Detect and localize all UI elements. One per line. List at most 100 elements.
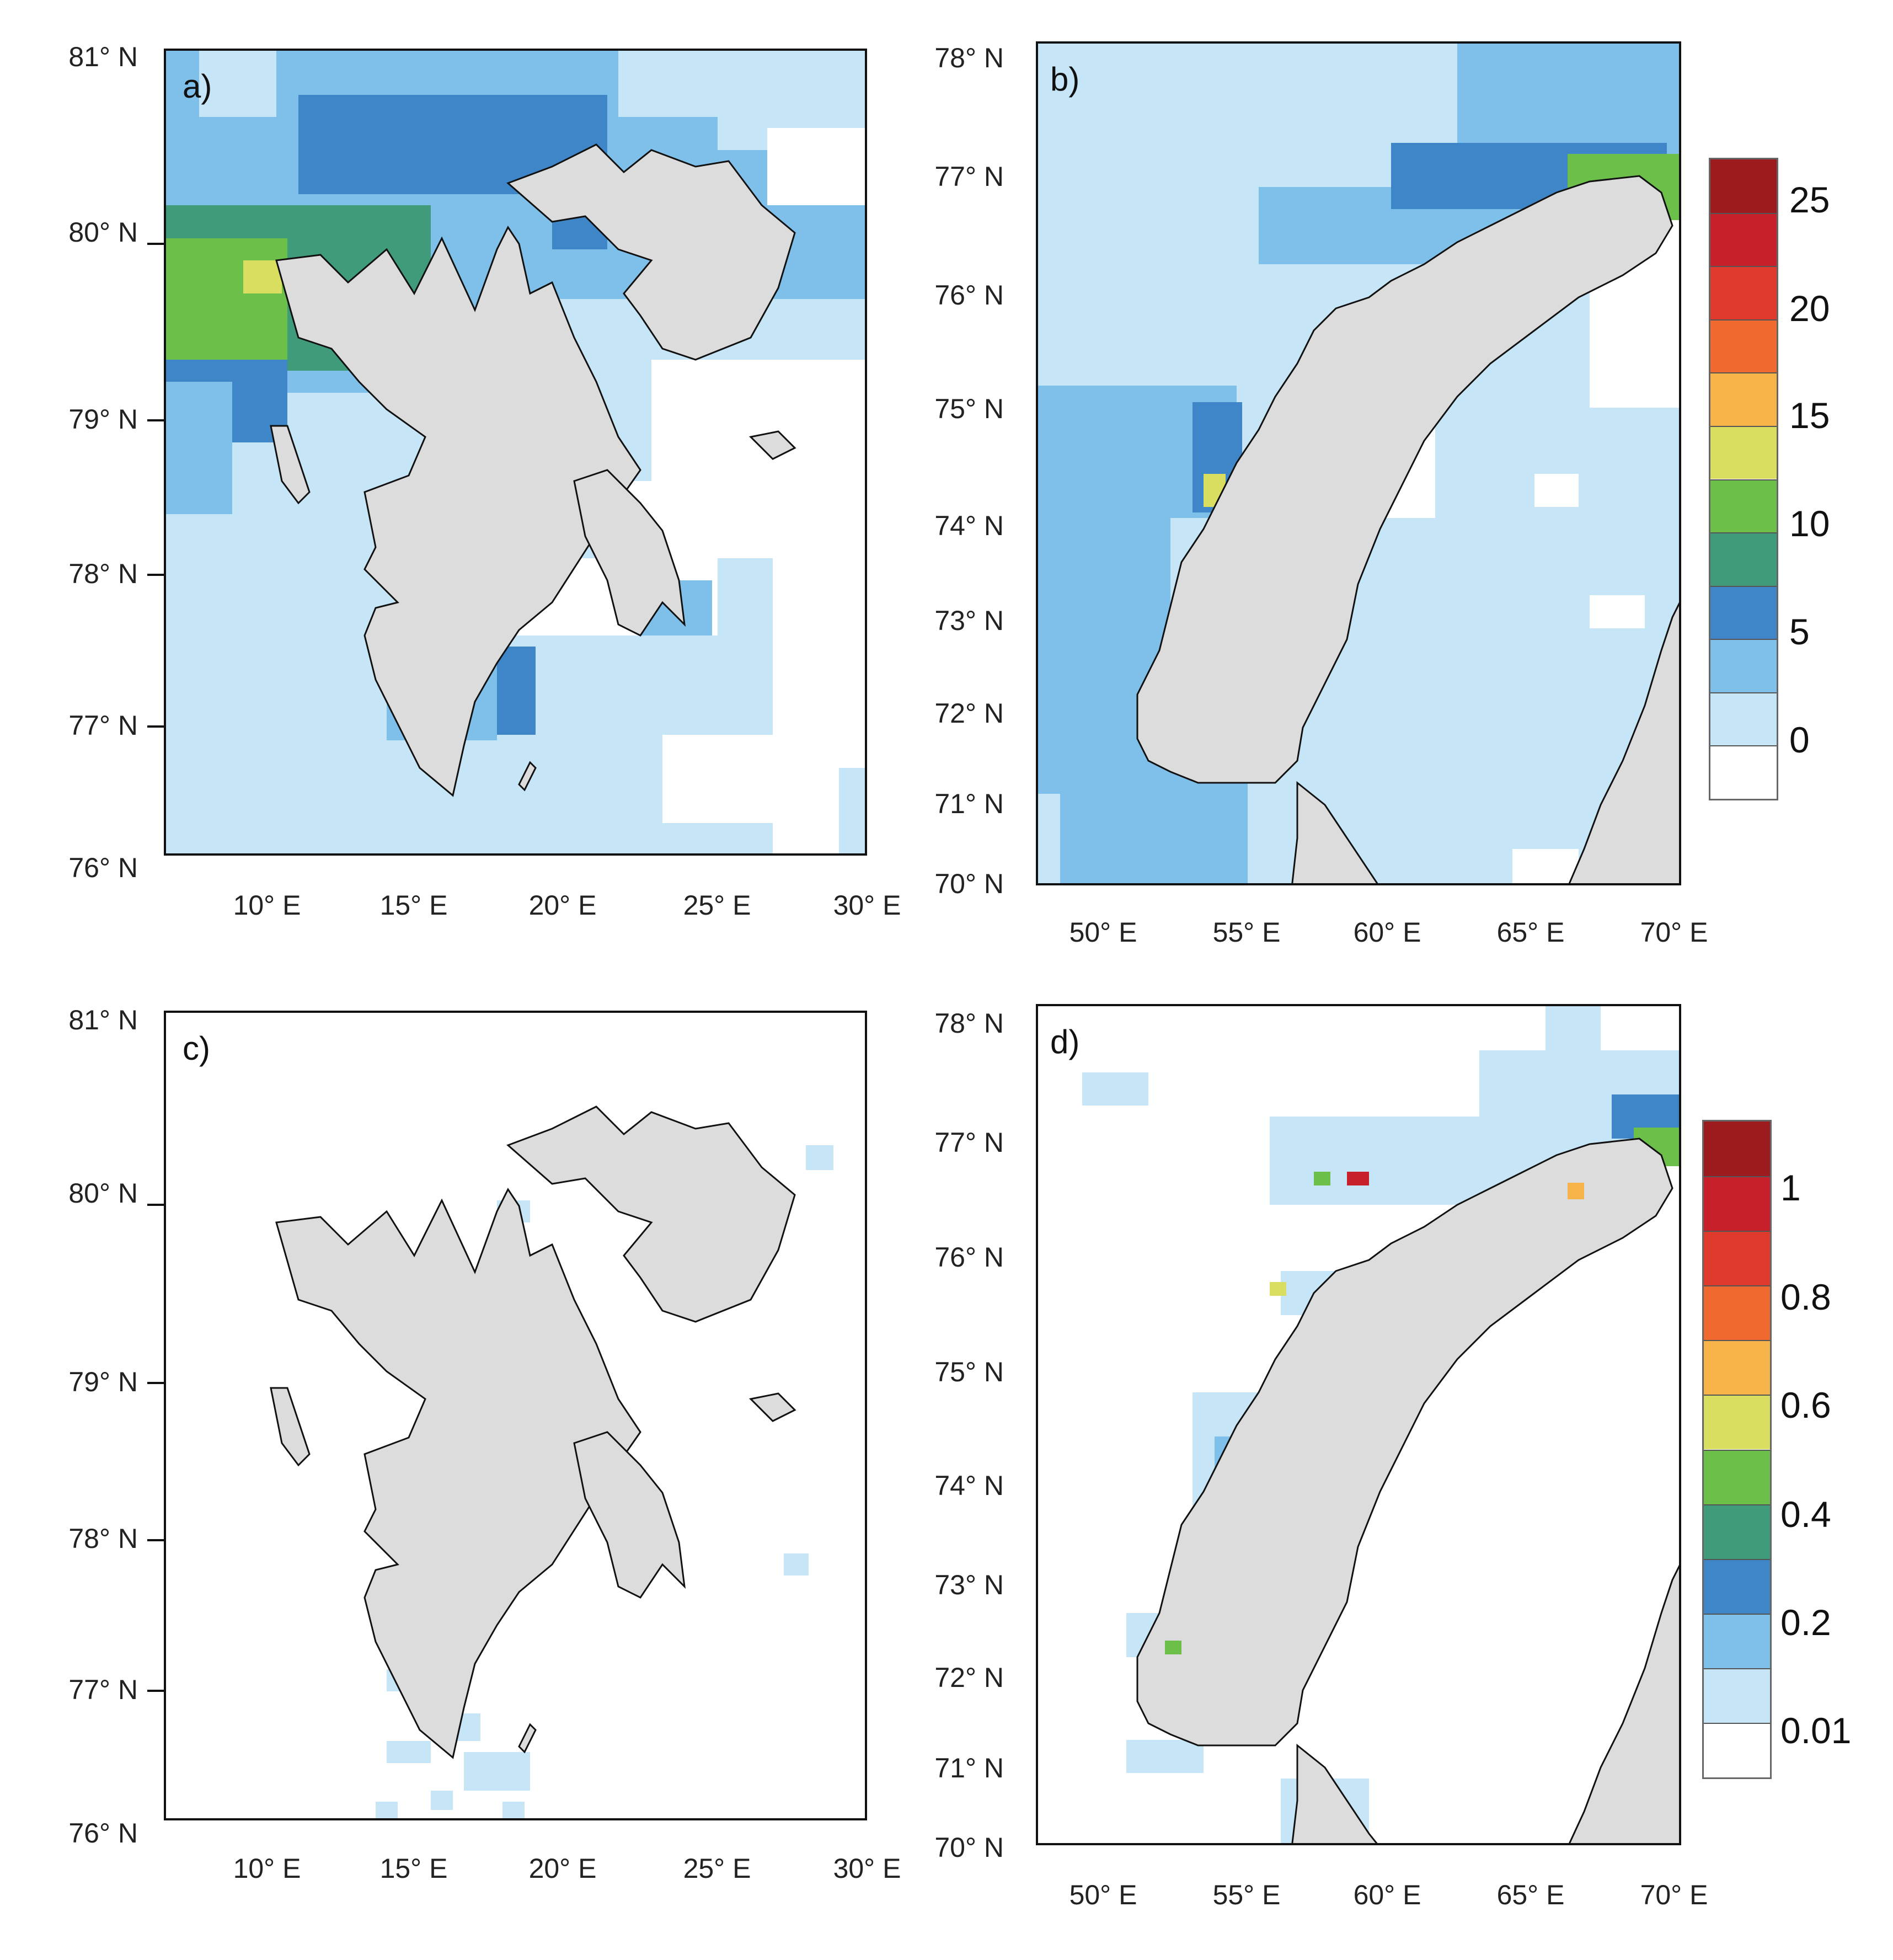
- panel-d-lat-2: 76° N: [934, 1242, 1004, 1273]
- colorbar-segment: [1704, 1395, 1770, 1450]
- panel-d-lat-4: 74° N: [934, 1470, 1004, 1501]
- panel-d-lon-2: 60° E: [1353, 1879, 1421, 1910]
- colorbar-segment: [1704, 1176, 1770, 1231]
- panel-a-lon-3: 25° E: [683, 890, 751, 921]
- panel-d-lat-7: 71° N: [934, 1753, 1004, 1783]
- colorbar-segment: [1704, 1231, 1770, 1286]
- colorbar-segment: [1710, 745, 1777, 799]
- panel-b-lat-7: 71° N: [934, 788, 1004, 819]
- panel-b-lat-2: 76° N: [934, 280, 1004, 311]
- panel-d-label: d): [1050, 1023, 1080, 1060]
- panel-d-lon-0: 50° E: [1069, 1879, 1137, 1910]
- panel-d-lat-1: 77° N: [934, 1127, 1004, 1158]
- colorbar-bottom-label-4: 0.2: [1780, 1602, 1831, 1643]
- panel-b-lat-0: 78° N: [934, 42, 1004, 73]
- colorbar-segment: [1704, 1722, 1770, 1777]
- panel-a-lat-5: 76° N: [68, 852, 138, 883]
- panel-c-lat-1: 80° N: [68, 1178, 138, 1209]
- panel-c-label: c): [183, 1030, 210, 1067]
- panel-a-tick: [147, 243, 164, 245]
- panel-a-lon-0: 10° E: [233, 890, 301, 921]
- panel-d-lon-1: 55° E: [1212, 1879, 1281, 1910]
- panel-c-lat-2: 79° N: [68, 1366, 138, 1397]
- panel-a-lat-4: 77° N: [68, 710, 138, 741]
- panel-c-lat-5: 76° N: [68, 1818, 138, 1849]
- colorbar-top: [1709, 158, 1778, 800]
- colorbar-bottom-label-1: 0.8: [1780, 1277, 1831, 1317]
- panel-c-land: [270, 1105, 796, 1759]
- panel-b-label: b): [1050, 61, 1080, 98]
- panel-a-field: [166, 51, 865, 853]
- panel-c-field: [166, 1013, 833, 1818]
- panel-d-lat-0: 78° N: [934, 1008, 1004, 1039]
- panel-a-lat-0: 81° N: [68, 41, 138, 72]
- panel-c-tick: [147, 1539, 164, 1541]
- panel-c-lon-0: 10° E: [233, 1853, 301, 1884]
- panel-c-lon-4: 30° E: [833, 1853, 901, 1884]
- colorbar-segment: [1710, 585, 1777, 639]
- panel-b-lat-8: 70° N: [934, 868, 1004, 899]
- colorbar-segment: [1710, 212, 1777, 266]
- colorbar-segment: [1710, 266, 1777, 319]
- colorbar-top-label-0: 25: [1789, 179, 1830, 220]
- panel-d-land: [1136, 1137, 1679, 1843]
- colorbar-segment: [1704, 1449, 1770, 1504]
- panel-b-field: [1038, 44, 1679, 883]
- panel-c-tick: [147, 1690, 164, 1692]
- panel-a-land: [270, 143, 796, 797]
- panel-d-lat-8: 70° N: [934, 1832, 1004, 1863]
- panel-b-lat-5: 73° N: [934, 605, 1004, 636]
- panel-b-lon-4: 70° E: [1640, 917, 1708, 948]
- colorbar-segment: [1704, 1285, 1770, 1341]
- colorbar-segment: [1704, 1121, 1770, 1177]
- colorbar-segment: [1710, 479, 1777, 533]
- colorbar-top-label-2: 15: [1789, 395, 1830, 436]
- panel-d-coastal-hotspots: [1165, 1172, 1584, 1654]
- panel-b-lon-2: 60° E: [1353, 917, 1421, 948]
- panel-a-tick: [147, 725, 164, 728]
- panel-c-lat-0: 81° N: [68, 1005, 138, 1035]
- panel-b-lon-0: 50° E: [1069, 917, 1137, 948]
- colorbar-top-label-4: 5: [1789, 611, 1810, 652]
- colorbar-segment: [1704, 1613, 1770, 1668]
- panel-a-lat-3: 78° N: [68, 558, 138, 589]
- colorbar-bottom-label-5: 0.01: [1780, 1710, 1852, 1751]
- colorbar-segment: [1704, 1504, 1770, 1559]
- colorbar-bottom-label-3: 0.4: [1780, 1494, 1831, 1535]
- colorbar-segment: [1710, 372, 1777, 426]
- panel-a-lon-4: 30° E: [833, 890, 901, 921]
- colorbar-segment: [1704, 1340, 1770, 1395]
- panel-a-lon-2: 20° E: [528, 890, 597, 921]
- colorbar-top-label-3: 10: [1789, 503, 1830, 544]
- panel-b-map: b): [1036, 41, 1681, 885]
- panel-c-lon-1: 15° E: [379, 1853, 448, 1884]
- panel-d-lat-6: 72° N: [934, 1662, 1004, 1693]
- panel-c-lat-4: 77° N: [68, 1674, 138, 1705]
- panel-d-lon-4: 70° E: [1640, 1879, 1708, 1910]
- colorbar-segment: [1710, 692, 1777, 746]
- panel-d-lat-3: 75° N: [934, 1356, 1004, 1387]
- panel-d-map: d): [1036, 1004, 1681, 1845]
- panel-a-tick: [147, 419, 164, 421]
- panel-b-land: [1136, 175, 1679, 883]
- panel-c-tick: [147, 1204, 164, 1206]
- colorbar-top-label-1: 20: [1789, 288, 1830, 329]
- panel-b-lat-3: 75° N: [934, 393, 1004, 424]
- panel-a-label: a): [183, 68, 212, 105]
- colorbar-top-label-5: 0: [1789, 719, 1810, 760]
- panel-a-lat-2: 79° N: [68, 404, 138, 435]
- panel-b-lon-3: 65° E: [1496, 917, 1565, 948]
- colorbar-segment: [1710, 319, 1777, 373]
- panel-a-tick: [147, 574, 164, 576]
- panel-c-lon-2: 20° E: [528, 1853, 597, 1884]
- panel-c-lat-3: 78° N: [68, 1523, 138, 1554]
- panel-d-lat-5: 73° N: [934, 1569, 1004, 1600]
- panel-a-lat-1: 80° N: [68, 217, 138, 248]
- colorbar-bottom-label-2: 0.6: [1780, 1385, 1831, 1425]
- panel-d-field: [1082, 1006, 1679, 1843]
- colorbar-segment: [1710, 159, 1777, 213]
- panel-c-lon-3: 25° E: [683, 1853, 751, 1884]
- colorbar-segment: [1710, 532, 1777, 586]
- panel-a-map: a): [164, 49, 867, 856]
- panel-c-map: c): [164, 1011, 867, 1820]
